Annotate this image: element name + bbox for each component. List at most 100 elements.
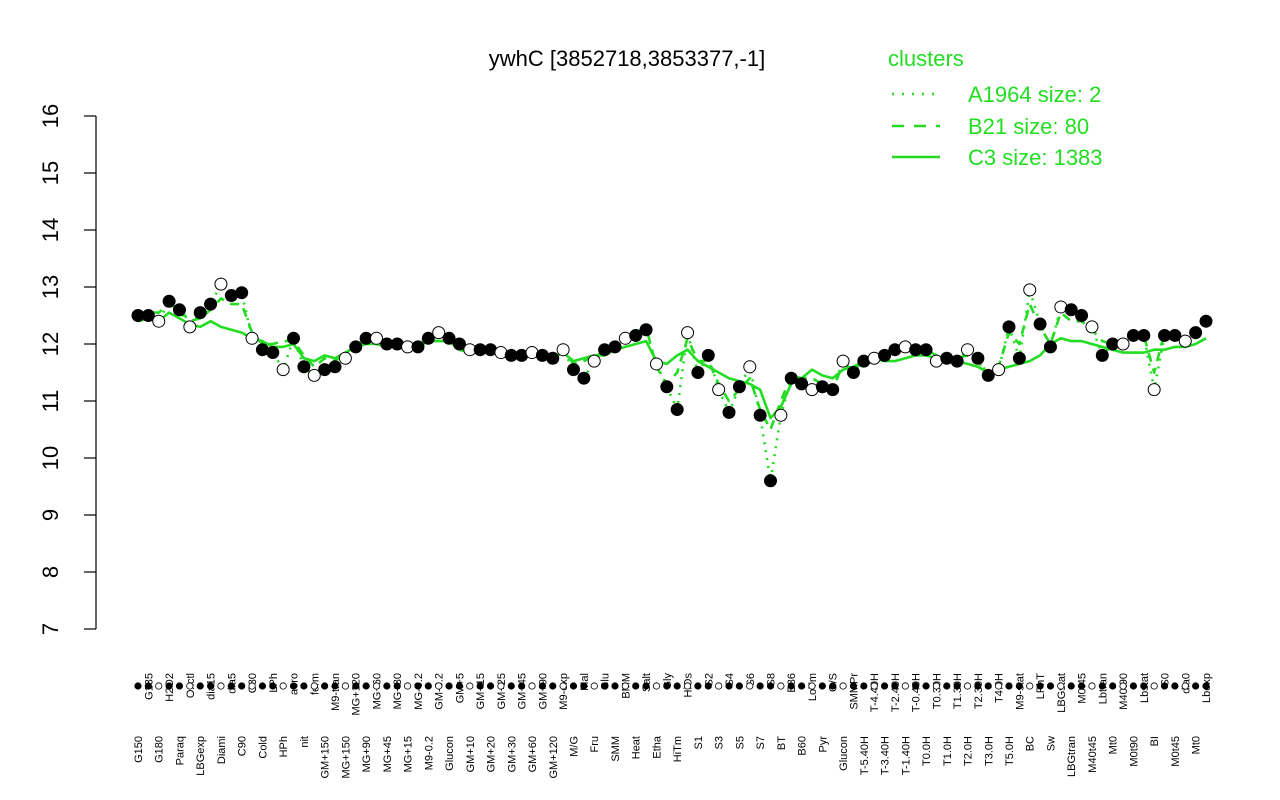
x-tick-label: GM+120 (548, 736, 560, 779)
x-tick-label: T-4.40H (869, 673, 881, 712)
plot-title: ywhC [3852718,3853377,-1] (489, 46, 765, 71)
y-tick-label: 15 (38, 161, 63, 185)
x-axis-marker (310, 682, 318, 690)
x-axis-marker (559, 682, 567, 690)
legend: clusters A1964 size: 2 B21 size: 80 C3 s… (888, 46, 1103, 170)
x-tick-label: MG+15 (403, 736, 415, 772)
data-point (691, 366, 705, 379)
x-tick-label: T1.30H (952, 673, 964, 709)
x-tick-label: GM-0.2 (434, 673, 446, 710)
data-point (328, 360, 342, 374)
x-tick-label: BI (1149, 736, 1161, 746)
x-axis-marker (673, 682, 681, 690)
y-tick-label: 16 (38, 104, 63, 128)
x-tick-label: M40t90 (1118, 673, 1130, 710)
x-axis-marker (839, 682, 847, 690)
x-axis-marker (403, 682, 412, 690)
x-axis-marker (134, 682, 142, 690)
x-tick-label: MG+150 (340, 736, 352, 779)
data-point (764, 474, 778, 488)
x-tick-label: Heat (631, 736, 643, 759)
data-point (556, 343, 570, 357)
data-point (743, 360, 757, 374)
x-axis-marker (155, 682, 163, 690)
x-tick-label: S5 (734, 736, 746, 749)
x-axis-marker (943, 682, 951, 690)
data-point (1199, 314, 1213, 328)
x-tick-label: G150 (133, 736, 145, 763)
x-axis-marker (238, 682, 246, 690)
x-tick-label: M9-stat (1014, 673, 1026, 710)
x-tick-label: T-0.40H (911, 673, 923, 712)
y-tick-label: 11 (38, 390, 63, 413)
x-axis-marker (632, 682, 640, 690)
data-point (992, 363, 1006, 377)
x-tick-label: S1 (693, 736, 705, 749)
x-tick-label: M9-0.2 (423, 736, 435, 770)
x-axis-marker (766, 682, 775, 690)
x-axis-marker (725, 682, 733, 690)
data-point (1075, 309, 1089, 322)
data-point (971, 351, 985, 365)
data-point (660, 380, 674, 394)
data-point (152, 314, 166, 328)
x-axis-marker (538, 682, 546, 690)
x-tick-label: SMMPr (848, 673, 860, 710)
x-axis-marker (818, 682, 826, 690)
data-point (712, 383, 726, 397)
x-axis-markers (134, 682, 1210, 690)
x-tick-label: G180 (154, 736, 166, 763)
x-axis-marker (507, 682, 515, 690)
x-axis-marker (424, 682, 432, 690)
series-line-dashed (137, 297, 1207, 431)
data-point (141, 309, 155, 322)
data-point (245, 331, 259, 345)
y-axis: 7 8 9 10 11 12 13 14 15 16 (38, 104, 97, 635)
x-axis-marker (922, 682, 930, 690)
data-point (784, 371, 798, 385)
data-point (172, 303, 186, 317)
x-axis-marker (165, 682, 173, 690)
x-axis-marker (175, 682, 184, 690)
x-tick-label: LBGexp (195, 736, 207, 776)
x-axis-marker (196, 682, 204, 690)
series-line-dotted (138, 282, 1207, 483)
x-tick-label: Etha (651, 735, 663, 759)
x-tick-label: Diami (216, 736, 228, 764)
x-tick-label: Cold (257, 736, 269, 759)
x-tick-label: T3.0H (983, 736, 995, 766)
x-tick-label: GM+30 (506, 736, 518, 772)
data-point (369, 331, 383, 345)
x-tick-label: Mt0 (1191, 736, 1203, 754)
data-point (276, 363, 290, 377)
data-point (183, 320, 197, 334)
x-axis-marker (1026, 682, 1034, 690)
data-point (307, 368, 321, 382)
data-point (639, 323, 653, 337)
x-tick-label: MG+90 (361, 736, 373, 772)
x-tick-label: T-1.40H (900, 736, 912, 775)
y-tick-label: 8 (38, 566, 63, 578)
x-axis-marker (860, 682, 868, 690)
data-point (193, 306, 207, 320)
x-axis-marker (435, 682, 443, 690)
x-axis-marker (974, 682, 982, 690)
y-tick-label: 7 (38, 623, 63, 635)
data-point (577, 371, 591, 385)
x-axis-marker (248, 682, 256, 690)
x-axis-marker (1088, 682, 1096, 690)
x-tick-label: T2.0H (963, 736, 975, 766)
data-point (566, 363, 580, 377)
data-point (608, 340, 622, 354)
x-axis-marker (1202, 682, 1210, 690)
data-point (649, 357, 663, 371)
x-axis-marker (1192, 682, 1200, 690)
x-axis-marker (279, 682, 287, 690)
x-axis-marker (808, 682, 816, 690)
data-point (1095, 348, 1109, 362)
x-axis-marker (383, 682, 391, 690)
x-axis-marker (1150, 682, 1158, 690)
data-point (981, 368, 995, 382)
data-point (753, 408, 767, 422)
